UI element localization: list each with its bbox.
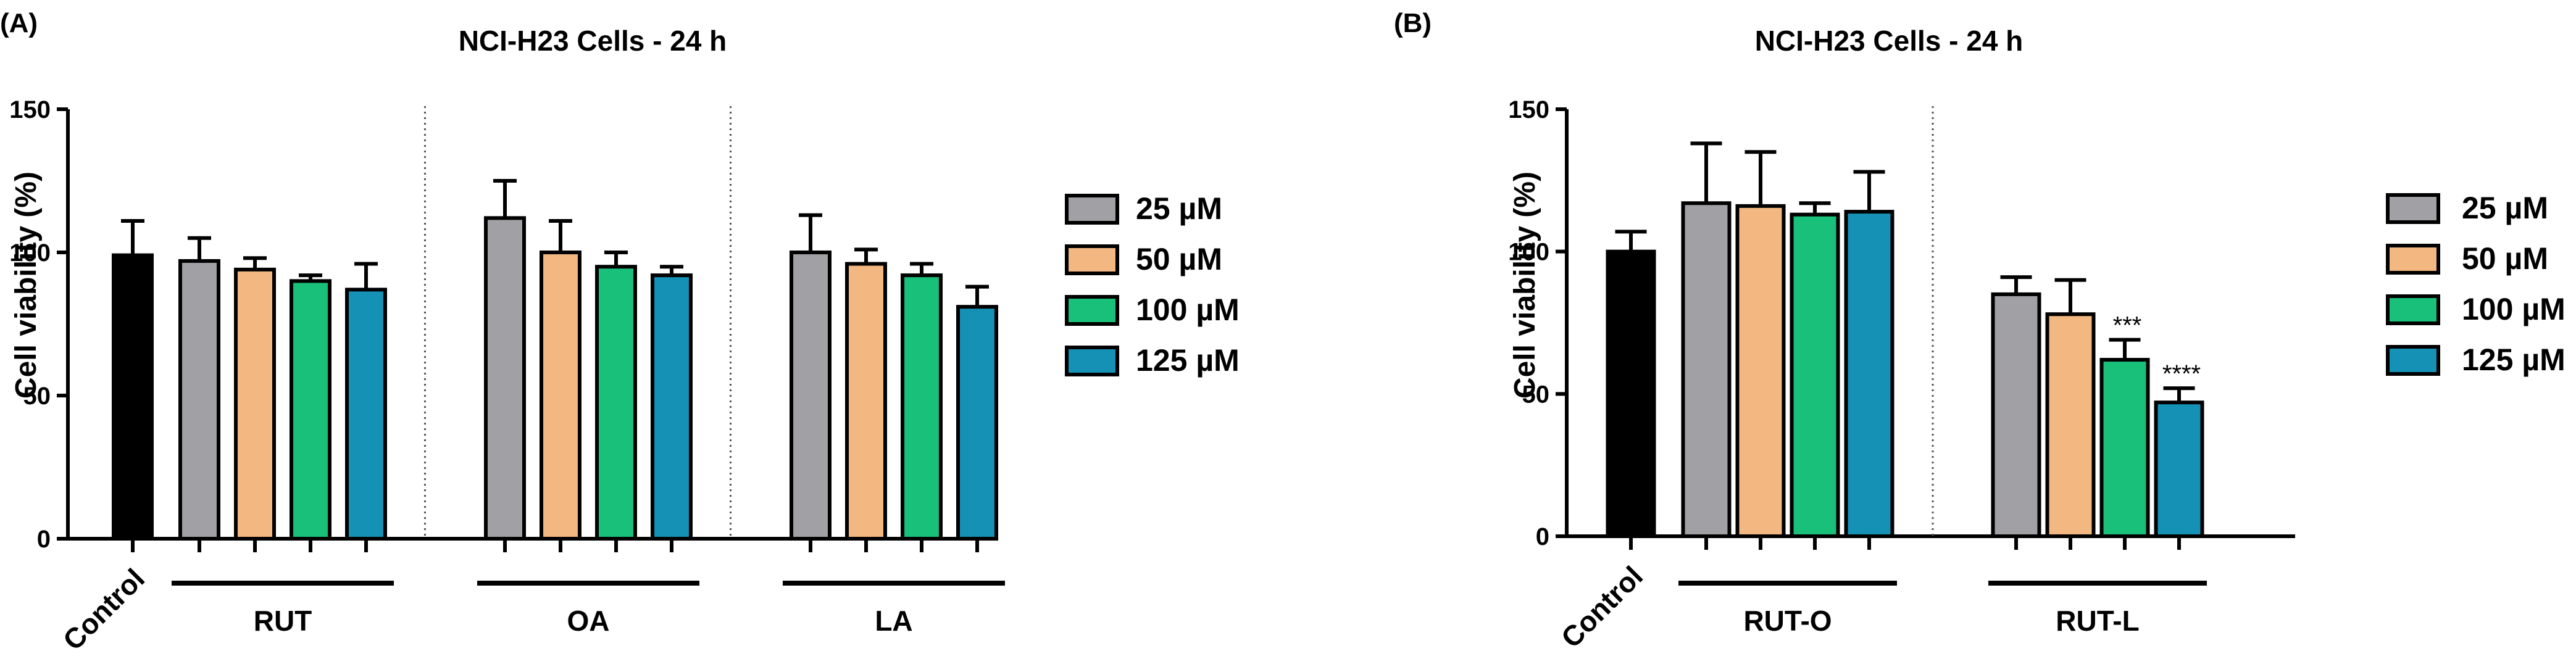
- legend-swatch: [2386, 244, 2440, 275]
- bar-rut-1: [178, 259, 220, 541]
- panel-a-label: (A): [0, 8, 38, 38]
- legend-swatch: [2386, 193, 2440, 224]
- bar-oa-3: [595, 265, 637, 541]
- bar-rut-4: [345, 288, 387, 541]
- bar-rut-l-3: [2099, 357, 2150, 538]
- significance-marker: ****: [2162, 360, 2201, 388]
- bar-control: [112, 253, 154, 541]
- bar-oa-1: [484, 216, 526, 541]
- y-tick-label: 50: [23, 383, 51, 410]
- y-tick-label: 100: [9, 239, 51, 267]
- legend-label: 100 µM: [2462, 292, 2566, 326]
- panel-b-y-axis-label: Cell viability (%): [1509, 172, 1541, 399]
- bar-la-4: [956, 305, 998, 541]
- panel-b-label: (B): [1394, 8, 1432, 38]
- bar-oa-4: [651, 273, 693, 541]
- legend-label: 125 µM: [2462, 342, 2566, 377]
- group-label: OA: [567, 605, 610, 637]
- legend-label: 25 µM: [2462, 191, 2548, 225]
- bar-rut-o-1: [1681, 201, 1732, 538]
- bar-rut-3: [290, 279, 331, 541]
- y-tick-label: 100: [1508, 239, 1549, 266]
- legend-label: 50 µM: [1136, 242, 1222, 276]
- legend-label: 50 µM: [2462, 241, 2548, 276]
- bar-rut-l-1: [1991, 292, 2041, 538]
- bar-control: [1606, 249, 1656, 538]
- y-tick-label: 50: [1522, 381, 1550, 408]
- bar-oa-2: [540, 251, 581, 541]
- legend-swatch: [1065, 244, 1119, 275]
- group-label: RUT-O: [1743, 605, 1832, 637]
- bar-la-2: [845, 262, 887, 541]
- bar-rut-o-2: [1735, 204, 1786, 538]
- bar-rut-o-4: [1844, 210, 1894, 538]
- bar-la-3: [901, 273, 943, 541]
- panel-a-y-axis-label: Cell viability (%): [10, 172, 43, 399]
- legend-swatch: [1065, 346, 1119, 376]
- legend-label: 125 µM: [1136, 343, 1240, 378]
- bar-la-1: [790, 251, 832, 541]
- y-tick-label: 150: [1508, 96, 1549, 123]
- bar-rut-l-2: [2045, 312, 2096, 538]
- significance-marker: ***: [2113, 312, 2142, 339]
- bar-rut-o-3: [1790, 212, 1840, 538]
- y-tick-label: 0: [1536, 523, 1549, 550]
- panel-b-legend: 25 µM 50 µM 100 µM 125 µM: [2386, 191, 2566, 377]
- control-label: Control: [57, 562, 151, 656]
- legend-swatch: [1065, 295, 1119, 326]
- legend-swatch: [2386, 345, 2440, 376]
- panel-a-title: NCI-H23 Cells - 24 h: [459, 25, 727, 57]
- panel-a-plot: 0 50 100 150 Control RUT OA LA: [9, 96, 1005, 657]
- bar-rut-2: [234, 267, 276, 541]
- y-tick-label: 150: [9, 96, 51, 123]
- legend-swatch: [1065, 194, 1119, 225]
- y-tick-label: 0: [37, 526, 51, 553]
- group-label: LA: [875, 605, 912, 637]
- group-label: RUT-L: [2056, 605, 2139, 637]
- panel-a-legend: 25 µM 50 µM 100 µM 125 µM: [1065, 191, 1240, 378]
- legend-swatch: [2386, 294, 2440, 325]
- group-label: RUT: [254, 605, 312, 637]
- panel-b-title: NCI-H23 Cells - 24 h: [1755, 25, 2024, 57]
- legend-label: 25 µM: [1136, 191, 1222, 226]
- bar-rut-l-4: [2154, 400, 2204, 538]
- legend-label: 100 µM: [1136, 292, 1240, 327]
- control-label: Control: [1555, 560, 1649, 653]
